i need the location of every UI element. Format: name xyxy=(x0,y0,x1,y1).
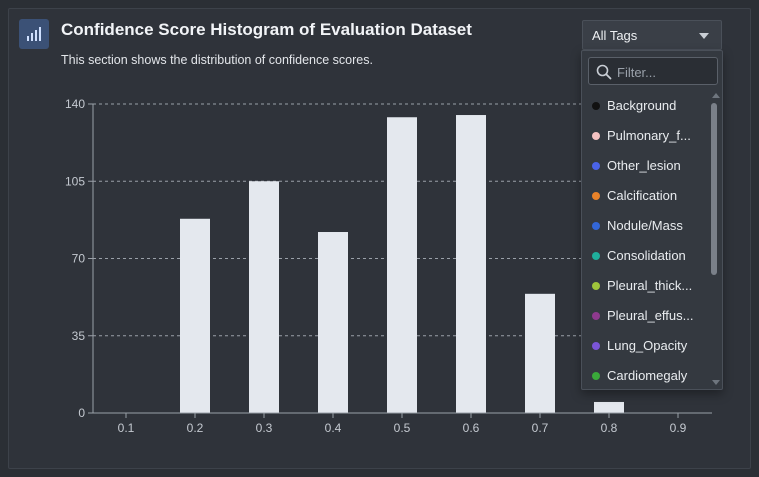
x-tick-label: 0.2 xyxy=(187,421,204,435)
bar-chart-icon xyxy=(19,19,49,49)
tag-label: Consolidation xyxy=(607,248,686,263)
tag-item-cardiomegaly[interactable]: Cardiomegaly xyxy=(582,361,710,391)
histogram-bar[interactable] xyxy=(594,401,624,413)
x-tick-label: 0.8 xyxy=(601,421,618,435)
scroll-thumb[interactable] xyxy=(711,103,717,275)
tags-dropdown-value: All Tags xyxy=(592,28,638,43)
x-tick-label: 0.5 xyxy=(394,421,411,435)
axes xyxy=(88,103,712,418)
y-tick-label: 70 xyxy=(72,252,86,266)
tag-item-nodule-mass[interactable]: Nodule/Mass xyxy=(582,211,710,241)
tag-item-background[interactable]: Background xyxy=(582,91,710,121)
tag-color-dot xyxy=(592,102,600,110)
tag-label: Other_lesion xyxy=(607,158,681,173)
histogram-bar[interactable] xyxy=(318,232,348,413)
tag-list: Background Pulmonary_f... Other_lesion C… xyxy=(582,91,710,391)
tag-color-dot xyxy=(592,312,600,320)
tag-color-dot xyxy=(592,192,600,200)
tag-label: Lung_Opacity xyxy=(607,338,688,353)
filter-box xyxy=(588,57,718,85)
bars xyxy=(180,115,624,414)
scroll-down-arrow-icon[interactable] xyxy=(712,380,720,385)
x-tick-label: 0.1 xyxy=(118,421,135,435)
y-tick-label: 35 xyxy=(72,329,86,343)
tag-color-dot xyxy=(592,162,600,170)
chart-title: Confidence Score Histogram of Evaluation… xyxy=(61,20,472,39)
tags-dropdown[interactable]: All Tags xyxy=(582,20,722,50)
tag-item-pleural-effusion[interactable]: Pleural_effus... xyxy=(582,301,710,331)
tag-item-consolidation[interactable]: Consolidation xyxy=(582,241,710,271)
tick-labels: 0 35 70 105 140 0.1 0.2 0.3 0.4 0.5 0.6 0.7 0.8 0.9 xyxy=(65,97,687,435)
x-tick-label: 0.4 xyxy=(325,421,342,435)
tag-color-dot xyxy=(592,252,600,260)
y-tick-label: 0 xyxy=(78,406,85,420)
tags-dropdown-menu: Background Pulmonary_f... Other_lesion C… xyxy=(581,50,723,390)
tag-color-dot xyxy=(592,282,600,290)
y-tick-label: 105 xyxy=(65,174,85,188)
tag-item-calcification[interactable]: Calcification xyxy=(582,181,710,211)
tag-color-dot xyxy=(592,342,600,350)
chart-subtitle: This section shows the distribution of c… xyxy=(61,53,373,67)
tag-item-pulmonary-fibrosis[interactable]: Pulmonary_f... xyxy=(582,121,710,151)
tag-item-pleural-thickening[interactable]: Pleural_thick... xyxy=(582,271,710,301)
histogram-bar[interactable] xyxy=(456,115,486,414)
tag-label: Nodule/Mass xyxy=(607,218,683,233)
histogram-bar[interactable] xyxy=(249,181,279,413)
tag-label: Pulmonary_f... xyxy=(607,128,691,143)
tag-item-lung-opacity[interactable]: Lung_Opacity xyxy=(582,331,710,361)
scroll-up-arrow-icon[interactable] xyxy=(712,93,720,98)
x-tick-label: 0.3 xyxy=(256,421,273,435)
tag-color-dot xyxy=(592,222,600,230)
tag-label: Background xyxy=(607,98,677,113)
tag-label: Cardiomegaly xyxy=(607,368,688,383)
histogram-bar[interactable] xyxy=(180,218,210,413)
filter-input[interactable] xyxy=(617,62,713,82)
y-tick-label: 140 xyxy=(65,97,85,111)
tag-color-dot xyxy=(592,132,600,140)
x-tick-label: 0.9 xyxy=(670,421,687,435)
tag-label: Pleural_effus... xyxy=(607,308,694,323)
chevron-down-icon xyxy=(699,33,709,39)
histogram-bar[interactable] xyxy=(525,293,555,413)
tag-color-dot xyxy=(592,372,600,380)
tag-label: Pleural_thick... xyxy=(607,278,693,293)
tag-list-scrollbar[interactable] xyxy=(710,93,722,385)
tag-item-other-lesion[interactable]: Other_lesion xyxy=(582,151,710,181)
x-tick-label: 0.7 xyxy=(532,421,549,435)
x-tick-label: 0.6 xyxy=(463,421,480,435)
tag-label: Calcification xyxy=(607,188,678,203)
histogram-bar[interactable] xyxy=(387,117,417,413)
search-icon xyxy=(596,64,612,80)
